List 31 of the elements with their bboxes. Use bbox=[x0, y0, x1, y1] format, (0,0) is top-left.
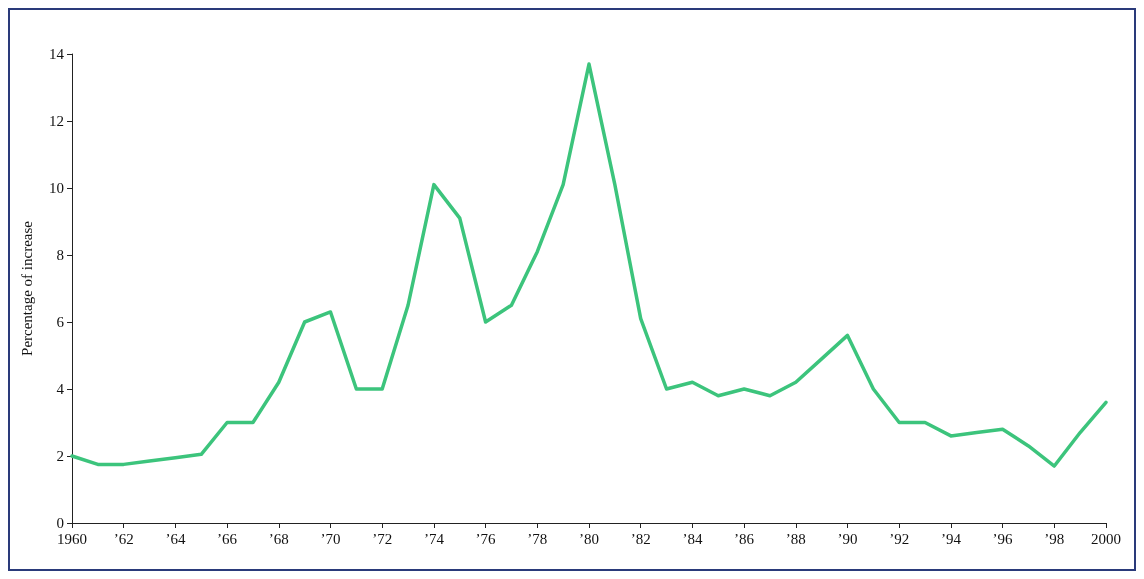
x-tick-label: ’82 bbox=[630, 530, 651, 547]
x-tick-label: ’66 bbox=[217, 530, 238, 547]
x-tick-label: ’94 bbox=[940, 530, 962, 547]
x-tick-label: ’96 bbox=[992, 530, 1014, 547]
x-tick-label: ’98 bbox=[1044, 530, 1065, 547]
line-series bbox=[70, 62, 1108, 468]
x-tick-label: ’72 bbox=[372, 530, 393, 547]
x-tick-label: ’74 bbox=[423, 530, 445, 547]
y-tick-label: 4 bbox=[56, 381, 65, 397]
x-tick-label: 1960 bbox=[57, 530, 87, 547]
x-tick-label: ’92 bbox=[889, 530, 910, 547]
x-tick-label: ’68 bbox=[268, 530, 289, 547]
y-tick-label: 8 bbox=[56, 247, 64, 263]
x-tick-label: ’78 bbox=[527, 530, 548, 547]
y-tick-label: 14 bbox=[49, 46, 65, 62]
x-tick-label: ’84 bbox=[682, 530, 703, 547]
x-tick-label: ’76 bbox=[475, 530, 497, 547]
y-tick-label: 10 bbox=[49, 180, 64, 196]
y-tick-label: 2 bbox=[56, 448, 64, 464]
x-tick-label: ’64 bbox=[165, 530, 186, 547]
x-tick-label: 2000 bbox=[1091, 530, 1121, 547]
y-tick-label: 0 bbox=[56, 515, 64, 531]
y-tick-label: 12 bbox=[49, 113, 64, 129]
x-tick-label: ’88 bbox=[785, 530, 806, 547]
x-tick-label: ’62 bbox=[113, 530, 134, 547]
x-tick-label: ’86 bbox=[734, 530, 755, 547]
x-tick-label: ’70 bbox=[320, 530, 341, 547]
y-axis-title: Percentage of increase bbox=[18, 220, 35, 356]
x-tick-label: ’80 bbox=[579, 530, 599, 547]
y-tick-label: 6 bbox=[56, 314, 65, 330]
x-tick-label: ’90 bbox=[837, 530, 858, 547]
